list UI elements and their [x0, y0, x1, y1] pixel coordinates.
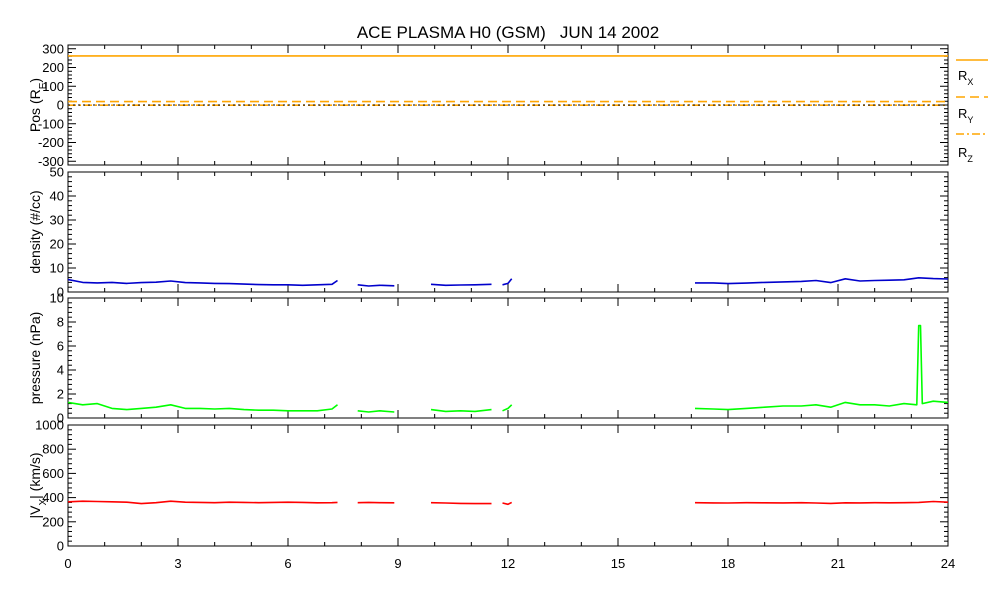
- x-tick-label: 21: [831, 556, 845, 571]
- y-tick-label: -200: [38, 135, 64, 150]
- y-axis-label: |VX| (km/s): [27, 452, 49, 518]
- x-tick-label: 12: [501, 556, 515, 571]
- y-tick-label: 400: [42, 490, 64, 505]
- y-tick-label: 2: [57, 387, 64, 402]
- y-tick-label: 1000: [35, 418, 64, 433]
- y-tick-label: 30: [50, 213, 64, 228]
- series-line-segment-3: [430, 501, 492, 505]
- legend-entry-3: RZ: [958, 145, 973, 164]
- series-line-segment-2: [357, 284, 395, 287]
- y-tick-label: 200: [42, 60, 64, 75]
- y-tick-label: -300: [38, 154, 64, 169]
- panel-3: 0 2 4 6 8 10 pressure (nPa): [27, 291, 949, 426]
- y-axis-label-main: Pos (R: [27, 89, 43, 132]
- y-tick-label: -100: [38, 116, 64, 131]
- panel-data: [68, 324, 948, 413]
- y-tick-label: 200: [42, 514, 64, 529]
- series-line-segment-4: [502, 278, 513, 286]
- y-axis-label-subscript: E: [38, 82, 49, 89]
- legend-entry-name: R: [958, 68, 967, 83]
- legend-entry-name: R: [958, 145, 967, 160]
- y-tick-label: 8: [57, 315, 64, 330]
- y-axis-label-main: density (#/cc): [27, 190, 43, 273]
- y-axis-label-end: ): [27, 78, 43, 83]
- x-tick-label: 6: [284, 556, 291, 571]
- y-tick-label: 10: [50, 291, 64, 306]
- y-tick-label: 800: [42, 442, 64, 457]
- legend-entry-subscript: Z: [967, 154, 973, 164]
- y-tick-label: 50: [50, 165, 64, 180]
- y-axis-label-subscript: X: [38, 499, 49, 506]
- legend-entry-2: RY: [958, 106, 973, 125]
- y-axis-label-end: | (km/s): [27, 452, 43, 498]
- y-axis-label: pressure (nPa): [27, 312, 43, 405]
- y-tick-label: 0: [57, 98, 64, 113]
- y-tick-label: 100: [42, 79, 64, 94]
- series-line-segment-1: [68, 278, 338, 287]
- panel-2: 0 10 20 30 40 50 density (#/cc): [27, 165, 949, 300]
- y-tick-label: 4: [57, 363, 64, 378]
- y-axis-label-main: pressure (nPa): [27, 312, 43, 405]
- legend-entry-subscript: X: [967, 77, 973, 87]
- y-tick-label: 0: [57, 539, 64, 554]
- y-tick-label: 20: [50, 237, 64, 252]
- panel-4: 0 200 400 600 800 1000 |VX| (km/s): [27, 418, 949, 554]
- series-line-segment-3: [430, 283, 492, 287]
- series-line-segment-1: [68, 401, 338, 412]
- panel-frame: [67, 424, 949, 547]
- y-tick-label: 0: [57, 285, 64, 300]
- series-line-segment-5: [694, 500, 948, 505]
- series-line-segment-1: [68, 500, 338, 505]
- x-tick-label: 3: [174, 556, 181, 571]
- panel-data: [68, 55, 948, 106]
- series-line-segment-4: [502, 501, 513, 506]
- x-axis-tick-labels: 0 3 6 9 12 15 18 21 24: [64, 556, 955, 571]
- series-line-segment-4: [502, 404, 513, 412]
- legend-entry-subscript: Y: [967, 115, 973, 125]
- series-line-segment-2: [357, 409, 395, 413]
- y-tick-label: 40: [50, 189, 64, 204]
- y-axis-label: density (#/cc): [27, 190, 43, 273]
- x-tick-label: 24: [941, 556, 955, 571]
- y-tick-label: 10: [50, 261, 64, 276]
- x-tick-label: 15: [611, 556, 625, 571]
- series-line-segment-5: [695, 276, 948, 285]
- x-tick-label: 0: [64, 556, 71, 571]
- x-tick-label: 18: [721, 556, 735, 571]
- legend-entry-1: RX: [958, 68, 973, 87]
- legend-entry-name: R: [958, 106, 967, 121]
- x-tick-label: 9: [394, 556, 401, 571]
- series-line-segment-3: [430, 408, 492, 413]
- panel-data: [68, 276, 948, 287]
- chart-title: ACE PLASMA H0 (GSM) JUN 14 2002: [357, 23, 659, 42]
- panel-data: [68, 500, 948, 506]
- panel-frame: [67, 171, 949, 293]
- panel-frame: [67, 297, 949, 419]
- series-line-segment-5: [694, 324, 948, 411]
- y-tick-label: 0: [57, 411, 64, 426]
- y-tick-label: 300: [42, 41, 64, 56]
- y-tick-label: 600: [42, 466, 64, 481]
- y-axis-label: Pos (RE): [27, 78, 49, 132]
- y-tick-label: 6: [57, 339, 64, 354]
- y-axis-label-main: |V: [27, 505, 43, 519]
